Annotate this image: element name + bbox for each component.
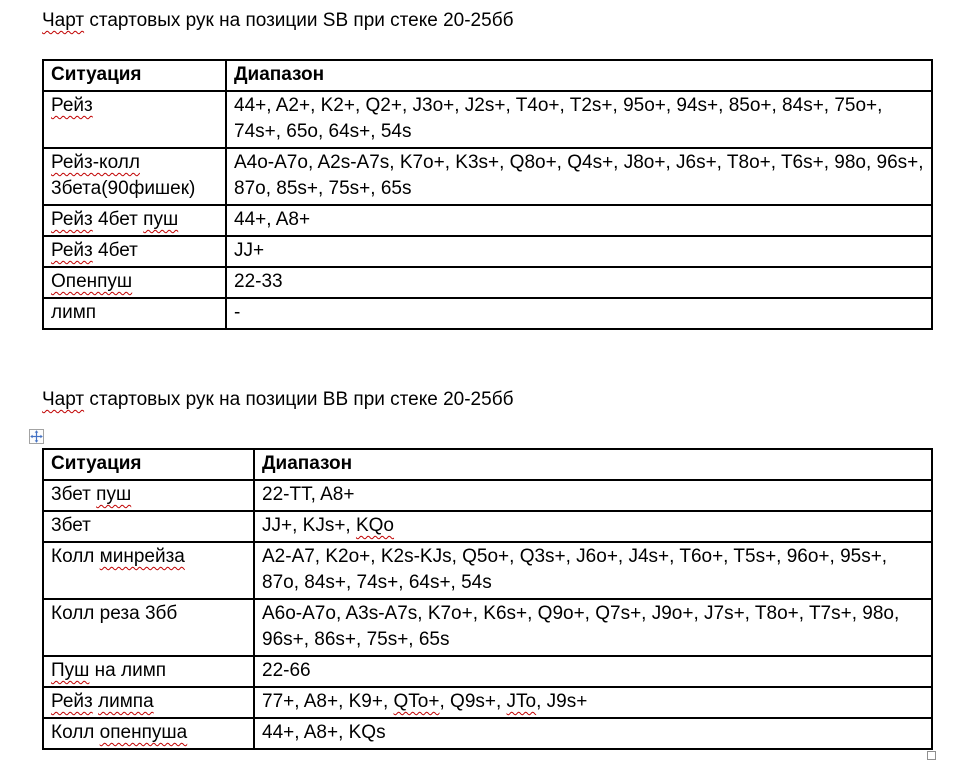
misspelled-word: минрейза [99,546,185,567]
misspelled-word: Опенпуш [51,271,133,292]
situation-cell[interactable]: Опенпуш [42,266,227,299]
table-row: Рейз-колл 3бета(90фишек) A4o-A7o, A2s-A7s… [42,147,933,206]
range-cell[interactable]: - [225,297,933,330]
text-segment: 3бет [51,515,91,536]
range-cell[interactable]: 22-TT, A8+ [253,479,933,512]
text-segment: стартовых рук на позиции BB при стеке 20… [84,389,514,410]
table-row: 3бет JJ+, KJs+, KQo [42,510,933,543]
text-segment: A6o-A7o, A3s-A7s, K7o+, K6s+, Q9o+, Q7s+… [262,603,900,650]
situation-cell[interactable]: Колл реза 3бб [42,598,255,657]
text-segment: 44+, A8+ [234,209,311,230]
range-cell[interactable]: 44+, A2+, K2+, Q2+, J3o+, J2s+, T4o+, T2… [225,90,933,149]
misspelled-word: Рейз [51,691,93,712]
range-cell[interactable]: 77+, A8+, K9+, QTo+, Q9s+, JTo, J9s+ [253,686,933,719]
hand-chart-table-sb: Ситуация Диапазон Рейз 44+, A2+, K2+, Q2+… [42,59,933,330]
misspelled-word: Рейз-колл [51,152,140,173]
table-row: Рейз 4бет JJ+ [42,235,933,268]
text-segment: на лимп [89,660,167,681]
range-cell[interactable]: A2-A7, K2o+, K2s-KJs, Q5o+, Q3s+, J6o+, … [253,541,933,600]
text-segment: 22-66 [262,660,311,681]
text-segment: стартовых рук на позиции SB при стеке 20… [84,10,514,31]
situation-cell[interactable]: Рейз-колл 3бета(90фишек) [42,147,227,206]
text-segment: , J9s+ [536,691,588,712]
text-segment: Колл [51,546,100,567]
text-segment: 22-TT, A8+ [262,484,355,505]
text-segment: 4бет [92,240,138,261]
text-segment: 22-33 [234,271,283,292]
text-segment: Колл [51,722,100,743]
range-cell[interactable]: 22-66 [253,655,933,688]
text-segment: Колл реза 3бб [51,603,178,624]
text-segment: JJ+, KJs+, [262,515,356,536]
column-header-situation[interactable]: Ситуация [42,59,227,92]
range-cell[interactable]: A4o-A7o, A2s-A7s, K7o+, K3s+, Q8o+, Q4s+… [225,147,933,206]
table-row: Пуш на лимп 22-66 [42,655,933,688]
section-title-sb[interactable]: Чарт стартовых рук на позиции SB при сте… [42,8,935,34]
column-header-situation[interactable]: Ситуация [42,448,255,481]
situation-cell[interactable]: Рейз лимпа [42,686,255,719]
misspelled-word: Рейз [51,240,93,261]
text-segment: 3бет [51,484,97,505]
section-title-bb[interactable]: Чарт стартовых рук на позиции BB при сте… [42,387,935,413]
range-cell[interactable]: 44+, A8+ [225,204,933,237]
text-segment: лимп [51,302,97,323]
header-row: Ситуация Диапазон [42,448,933,481]
situation-cell[interactable]: лимп [42,297,227,330]
situation-cell[interactable]: Пуш на лимп [42,655,255,688]
table-row: Колл опенпуша 44+, A8+, KQs [42,717,933,750]
range-cell[interactable]: 44+, A8+, KQs [253,717,933,750]
misspelled-word: Чарт [42,389,85,410]
column-header-range[interactable]: Диапазон [225,59,933,92]
misspelled-word: опенпуша [99,722,188,743]
text-segment: JJ+ [234,240,265,261]
misspelled-word: Чарт [42,10,85,31]
text-segment: 3бета(90фишек) [51,178,196,199]
misspelled-word: KQo [355,515,395,536]
misspelled-word: Рейз [51,95,93,116]
misspelled-word: JTo [506,691,537,712]
misspelled-word: Пуш [51,660,90,681]
text-segment: A2-A7, K2o+, K2s-KJs, Q5o+, Q3s+, J6o+, … [262,546,888,593]
table-row: Колл минрейза A2-A7, K2o+, K2s-KJs, Q5o+,… [42,541,933,600]
text-segment: - [234,302,241,323]
table-row: Колл реза 3бб A6o-A7o, A3s-A7s, K7o+, K6s… [42,598,933,657]
misspelled-word: пуш [96,484,132,505]
misspelled-word: пуш [143,209,179,230]
situation-cell[interactable]: Колл опенпуша [42,717,255,750]
range-cell[interactable]: A6o-A7o, A3s-A7s, K7o+, K6s+, Q9o+, Q7s+… [253,598,933,657]
text-segment: 44+, A2+, K2+, Q2+, J3o+, J2s+, T4o+, T2… [234,95,883,142]
text-segment: , Q9s+, [439,691,507,712]
column-header-range[interactable]: Диапазон [253,448,933,481]
table-row: Рейз 4бет пуш 44+, A8+ [42,204,933,237]
table-row: 3бет пуш 22-TT, A8+ [42,479,933,512]
range-cell[interactable]: JJ+, KJs+, KQo [253,510,933,543]
table-move-handle-icon[interactable] [29,429,44,444]
table-bb-wrapper: Ситуация Диапазон 3бет пуш 22-TT, A8+ 3бет… [29,429,936,760]
situation-cell[interactable]: 3бет [42,510,255,543]
table-row: лимп - [42,297,933,330]
situation-cell[interactable]: Рейз 4бет пуш [42,204,227,237]
misspelled-word: QTo+ [393,691,440,712]
range-cell[interactable]: 22-33 [225,266,933,299]
table-row: Рейз лимпа 77+, A8+, K9+, QTo+, Q9s+, JTo… [42,686,933,719]
text-segment: 77+, A8+, K9+, [262,691,394,712]
range-cell[interactable]: JJ+ [225,235,933,268]
misspelled-word: Рейз [51,209,93,230]
situation-cell[interactable]: Колл минрейза [42,541,255,600]
text-segment: A4o-A7o, A2s-A7s, K7o+, K3s+, Q8o+, Q4s+… [234,152,924,199]
text-segment: 44+, A8+, KQs [262,722,386,743]
table-row: Рейз 44+, A2+, K2+, Q2+, J3o+, J2s+, T4o+… [42,90,933,149]
table-row: Опенпуш 22-33 [42,266,933,299]
situation-cell[interactable]: 3бет пуш [42,479,255,512]
misspelled-word: лимпа [98,691,154,712]
situation-cell[interactable]: Рейз 4бет [42,235,227,268]
header-row: Ситуация Диапазон [42,59,933,92]
hand-chart-table-bb: Ситуация Диапазон 3бет пуш 22-TT, A8+ 3бет… [42,448,933,750]
table-resize-handle[interactable] [927,751,936,760]
text-segment: 4бет [92,209,144,230]
situation-cell[interactable]: Рейз [42,90,227,149]
